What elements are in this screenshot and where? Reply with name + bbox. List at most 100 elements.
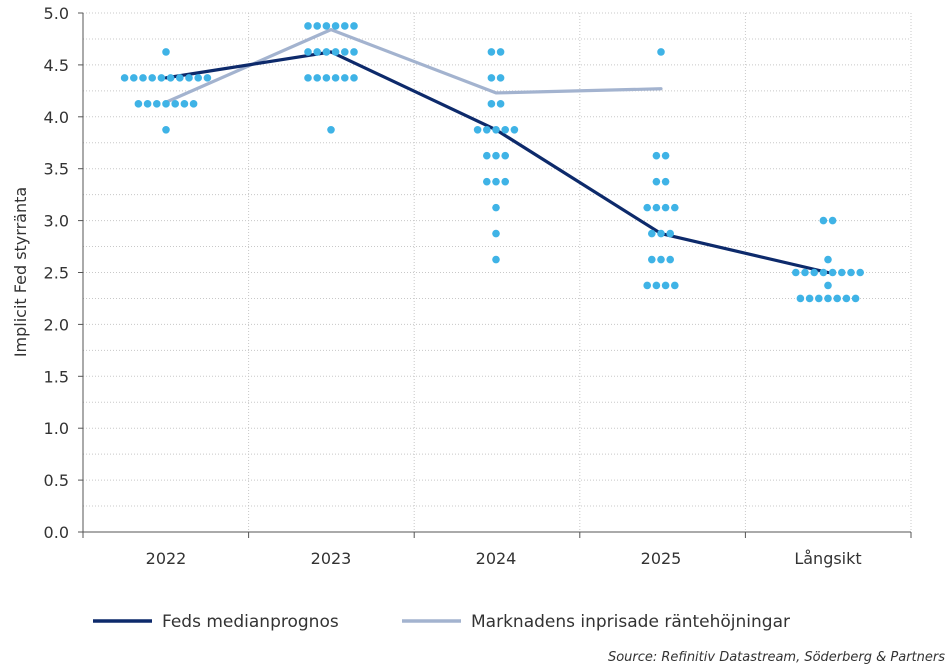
dot-marker (643, 203, 651, 212)
dot-marker (824, 294, 832, 303)
dot-marker (473, 125, 482, 134)
dot-marker (833, 294, 841, 303)
dot-marker (492, 229, 500, 238)
dot-marker (671, 281, 679, 290)
dot-marker (492, 177, 500, 186)
dot-marker (815, 294, 823, 303)
y-tick-label: 4.0 (44, 108, 69, 127)
dot-marker (341, 22, 349, 30)
x-tick-label: Långsikt (794, 549, 861, 568)
dot-marker (496, 48, 505, 56)
y-tick-label: 3.0 (44, 212, 69, 231)
dot-marker (661, 151, 670, 160)
dot-marker (501, 125, 510, 134)
dot-marker (805, 294, 814, 303)
dot-marker (492, 255, 500, 264)
dot-marker (842, 294, 851, 303)
dot-marker (652, 177, 661, 186)
legend-label-median: Feds medianprognos (162, 612, 339, 632)
dot-marker (487, 74, 496, 82)
axes (78, 12, 912, 538)
dot-marker (350, 74, 358, 82)
dot-marker (838, 268, 846, 277)
dot-marker (666, 255, 674, 264)
dot-marker (331, 48, 340, 56)
dot-marker (331, 74, 340, 82)
x-tick-label: 2025 (641, 549, 682, 568)
dot-marker (828, 268, 837, 277)
dot-marker (824, 255, 832, 264)
y-axis-label: Implicit Fed styrränta (11, 187, 30, 357)
dot-marker (331, 22, 340, 30)
dot-marker (162, 100, 170, 108)
dot-marker (661, 203, 670, 212)
y-tick-label: 0.5 (44, 471, 69, 490)
dot-marker (648, 229, 656, 238)
x-tick-label: 2023 (311, 549, 352, 568)
dot-plot (120, 22, 864, 303)
dot-marker (657, 229, 665, 238)
dot-marker (322, 74, 331, 82)
y-tick-label: 1.5 (44, 367, 69, 386)
dot-marker (341, 48, 349, 56)
y-tick-label: 0.0 (44, 523, 69, 542)
dot-marker (194, 74, 202, 82)
dot-marker (171, 100, 179, 108)
dot-marker (134, 100, 143, 108)
dot-marker (185, 74, 193, 82)
dot-marker (661, 281, 670, 290)
dot-marker (322, 48, 331, 56)
dot-marker (313, 22, 322, 30)
dot-marker (810, 268, 818, 277)
dot-marker (166, 74, 175, 82)
legend: Feds medianprognos Marknadens inprisade … (93, 612, 790, 632)
series-line-median (164, 50, 830, 275)
dot-marker (856, 268, 864, 277)
dot-marker (162, 125, 170, 134)
dot-marker (819, 216, 828, 225)
y-tick-label: 2.0 (44, 315, 69, 334)
dot-marker (666, 229, 674, 238)
dot-marker (824, 281, 832, 290)
dot-marker (120, 74, 129, 82)
dot-marker (313, 48, 322, 56)
dot-marker (819, 268, 828, 277)
dot-marker (643, 281, 651, 290)
legend-label-market: Marknadens inprisade räntehöjningar (471, 612, 790, 632)
dot-marker (510, 125, 519, 134)
dot-marker (652, 203, 661, 212)
dot-marker (483, 125, 491, 134)
dot-marker (648, 255, 656, 264)
dot-marker (492, 203, 500, 212)
dot-marker (661, 177, 670, 186)
dot-marker (487, 100, 496, 108)
dot-marker (501, 177, 510, 186)
dot-marker (652, 151, 661, 160)
dot-marker (304, 48, 312, 56)
dot-marker (492, 125, 500, 134)
dot-marker (828, 216, 837, 225)
dot-marker (322, 22, 331, 30)
dot-marker (657, 255, 665, 264)
grid (83, 12, 912, 532)
dot-marker (189, 100, 198, 108)
tick-labels: 0.0 0.5 1.0 1.5 2.0 2.5 3.0 3.5 4.0 4.5 5.0 2022 202… (44, 4, 862, 568)
dot-marker (652, 281, 661, 290)
dot-marker (153, 100, 161, 108)
dot-marker (139, 74, 147, 82)
dot-marker (483, 177, 491, 186)
dot-marker (657, 48, 665, 56)
dot-marker (148, 74, 156, 82)
dot-marker (483, 151, 491, 160)
y-tick-label: 5.0 (44, 4, 69, 23)
dot-marker (487, 48, 496, 56)
dot-marker (350, 48, 358, 56)
dot-marker (180, 100, 189, 108)
y-tick-label: 4.5 (44, 56, 69, 75)
y-tick-label: 3.5 (44, 160, 69, 179)
dot-marker (304, 22, 312, 30)
dot-marker (143, 100, 152, 108)
dot-marker (847, 268, 855, 277)
dot-marker (796, 294, 805, 303)
